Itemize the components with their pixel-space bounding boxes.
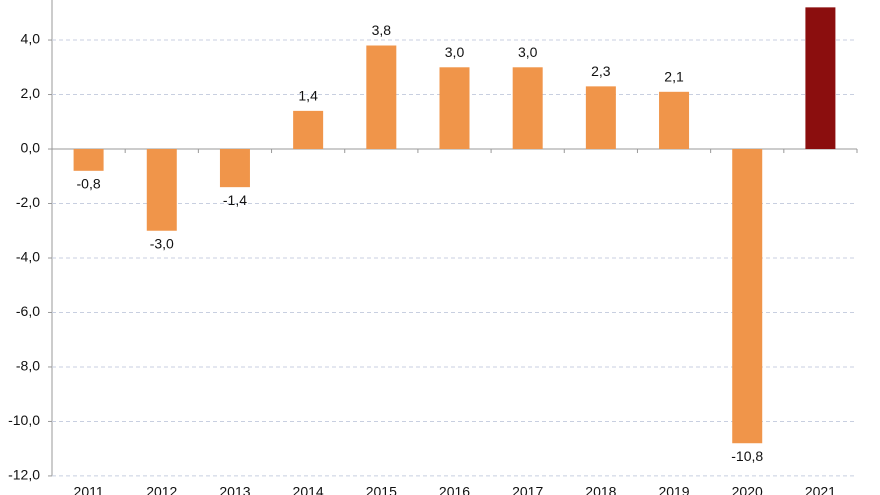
- y-tick-label: -2,0: [16, 194, 40, 210]
- bar: [219, 149, 250, 188]
- x-tick-label: 2016: [439, 484, 470, 495]
- y-tick-label: -6,0: [16, 303, 40, 319]
- y-tick-label: -12,0: [8, 467, 40, 483]
- x-tick-label: 2021: [805, 484, 836, 495]
- value-label: 3,0: [445, 44, 465, 60]
- value-label: 3,0: [518, 44, 538, 60]
- y-tick-label: -8,0: [16, 358, 40, 374]
- x-tick-label: 2012: [146, 484, 177, 495]
- value-label: -0,8: [77, 176, 101, 192]
- bar: [73, 149, 104, 171]
- x-tick-label: 2019: [658, 484, 689, 495]
- bar: [366, 45, 397, 150]
- bar: [732, 149, 763, 444]
- bar: [585, 86, 616, 150]
- y-tick-label: -4,0: [16, 249, 40, 265]
- bar: [146, 149, 177, 231]
- bar: [512, 67, 543, 150]
- bar: [439, 67, 470, 150]
- bar: [659, 91, 690, 150]
- x-tick-label: 2020: [732, 484, 763, 495]
- y-tick-label: 2,0: [21, 85, 41, 101]
- value-label: 2,1: [664, 69, 684, 85]
- x-tick-label: 2015: [366, 484, 397, 495]
- y-tick-label: 4,0: [21, 31, 41, 47]
- value-label: 3,8: [372, 22, 392, 38]
- x-tick-label: 2011: [74, 484, 104, 495]
- y-tick-label: -10,0: [8, 412, 40, 428]
- bar: [805, 7, 836, 150]
- y-tick-label: 0,0: [21, 140, 41, 156]
- value-label: 2,3: [591, 63, 611, 79]
- value-label: -1,4: [223, 192, 247, 208]
- x-tick-label: 2014: [293, 484, 324, 495]
- bar: [293, 110, 324, 150]
- value-label: 1,4: [298, 88, 318, 104]
- value-label: -3,0: [150, 235, 174, 251]
- x-tick-label: 2018: [585, 484, 616, 495]
- value-label: -10,8: [731, 448, 763, 464]
- x-tick-label: 2017: [512, 484, 543, 495]
- x-tick-label: 2013: [219, 484, 250, 495]
